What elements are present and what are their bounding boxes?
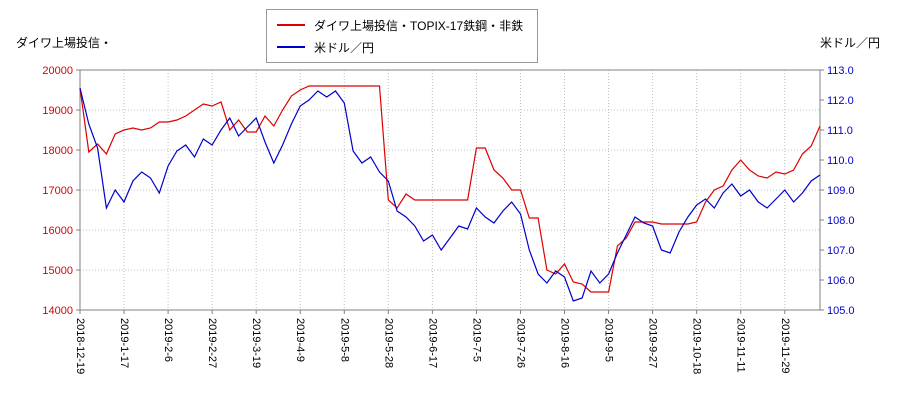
usdjpy-series-line	[79, 87, 821, 302]
legend-item: ダイワ上場投信・TOPIX-17鉄鋼・非鉄	[277, 17, 523, 33]
x-axis-tick-label: 2019-8-16	[559, 318, 571, 368]
x-axis-tick-label: 2019-11-29	[779, 318, 791, 373]
right-axis-tick-label: 113.0	[827, 65, 854, 77]
x-axis-tick-label: 2019-3-19	[250, 318, 262, 368]
right-axis-tick-label: 106.0	[827, 275, 855, 287]
usdjpy-series-swatch	[277, 46, 305, 48]
x-axis-tick-label: 2019-7-5	[470, 318, 482, 362]
x-axis-tick-label: 2019-5-28	[382, 318, 394, 368]
legend: ダイワ上場投信・TOPIX-17鉄鋼・非鉄 米ドル／円	[266, 9, 539, 63]
left-axis-tick-label: 16000	[42, 225, 73, 237]
left-axis-tick-label: 20000	[42, 65, 73, 77]
right-axis-tick-label: 112.0	[827, 95, 854, 107]
right-axis-tick-label: 111.0	[827, 125, 853, 137]
x-axis-tick-label: 2019-5-8	[338, 318, 350, 362]
right-axis-title: 米ドル／円	[819, 36, 880, 50]
left-axis-tick-label: 17000	[42, 185, 73, 197]
usdjpy-series-legend-label: 米ドル／円	[314, 40, 375, 55]
x-axis-tick-label: 2019-1-17	[118, 318, 130, 368]
right-axis-tick-label: 108.0	[827, 215, 855, 227]
left-axis-tick-label: 15000	[42, 265, 73, 277]
x-axis-tick-label: 2019-7-26	[514, 318, 526, 368]
left-axis-tick-label: 18000	[42, 145, 73, 157]
x-axis-tick-label: 2019-11-11	[735, 318, 747, 373]
left-axis-title: ダイワ上場投信・	[16, 36, 113, 50]
x-axis-tick-label: 2019-6-17	[426, 318, 438, 368]
x-axis-tick-label: 2018-12-19	[74, 318, 86, 374]
right-axis-tick-label: 110.0	[827, 155, 854, 167]
etf-series-legend-label: ダイワ上場投信・TOPIX-17鉄鋼・非鉄	[314, 18, 524, 33]
x-axis-tick-label: 2019-10-18	[691, 318, 703, 374]
legend-item: 米ドル／円	[277, 39, 523, 55]
x-axis-tick-label: 2019-9-27	[647, 318, 659, 368]
left-axis-tick-label: 14000	[42, 305, 73, 317]
etf-series-swatch	[277, 24, 305, 26]
x-axis-tick-label: 2019-9-5	[603, 318, 615, 362]
x-axis-tick-label: 2019-4-9	[294, 318, 306, 362]
right-axis-tick-label: 107.0	[827, 245, 855, 257]
etf-series-line	[79, 85, 821, 293]
x-axis-tick-label: 2019-2-6	[162, 318, 174, 362]
left-axis-tick-label: 19000	[42, 105, 73, 117]
right-axis-tick-label: 109.0	[827, 185, 855, 197]
right-axis-tick-label: 105.0	[827, 305, 855, 317]
x-axis-tick-label: 2019-2-27	[206, 318, 218, 368]
